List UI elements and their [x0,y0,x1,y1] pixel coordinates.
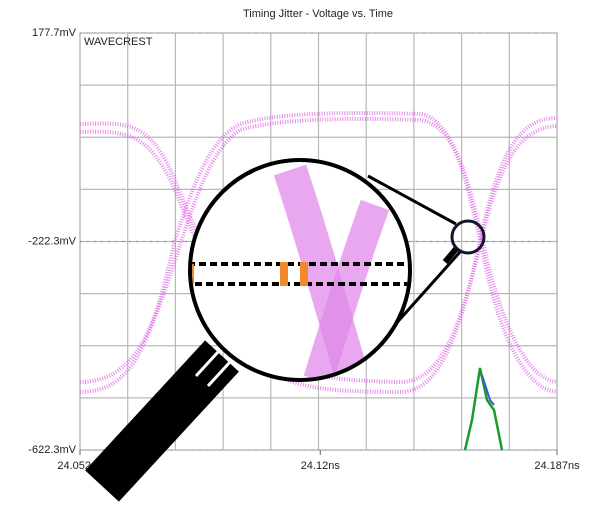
small-lens [450,219,486,255]
magnifier [85,158,486,502]
x-tick-label: 24.187ns [534,460,580,472]
handle-detail [194,350,220,378]
y-tick-label: -222.3mV [28,235,76,247]
chart-title: Timing Jitter - Voltage vs. Time [243,8,393,20]
watermark: WAVECREST [84,36,153,48]
handle-detail [206,360,232,388]
trace [79,111,558,394]
histogram [463,367,504,451]
y-tick-label: -622.3mV [28,444,76,456]
histogram [481,374,495,406]
y-tick-label: 177.7mV [32,27,77,39]
x-tick-label: 24.12ns [301,460,341,472]
trace [79,117,558,384]
handle [85,340,239,502]
lens-edge [391,251,462,328]
small-handle [442,247,459,264]
trace [79,116,558,395]
lens-edge [367,174,457,226]
